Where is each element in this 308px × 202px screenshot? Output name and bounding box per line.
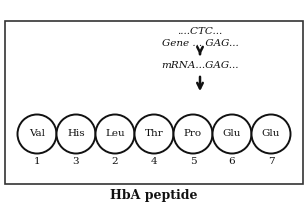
- Bar: [5, 21, 303, 184]
- Text: mRNA...GAG...: mRNA...GAG...: [161, 61, 239, 70]
- Text: 1: 1: [34, 157, 40, 166]
- Text: 7: 7: [268, 157, 274, 166]
- Text: 6: 6: [229, 157, 235, 166]
- Text: Gene ... GAG...: Gene ... GAG...: [162, 40, 238, 48]
- Circle shape: [95, 115, 135, 154]
- Circle shape: [18, 115, 56, 154]
- Text: Thr: Thr: [145, 129, 163, 139]
- Text: 2: 2: [112, 157, 118, 166]
- Text: Glu: Glu: [262, 129, 280, 139]
- Circle shape: [213, 115, 252, 154]
- Circle shape: [135, 115, 173, 154]
- Text: 3: 3: [73, 157, 79, 166]
- Text: Pro: Pro: [184, 129, 202, 139]
- Text: 5: 5: [190, 157, 196, 166]
- Text: Val: Val: [29, 129, 45, 139]
- Text: Leu: Leu: [105, 129, 125, 139]
- Text: Glu: Glu: [223, 129, 241, 139]
- Text: His: His: [67, 129, 85, 139]
- Text: HbA peptide: HbA peptide: [110, 188, 198, 202]
- Circle shape: [252, 115, 290, 154]
- Circle shape: [56, 115, 95, 154]
- Circle shape: [173, 115, 213, 154]
- Text: ....CTC...: ....CTC...: [177, 27, 223, 37]
- Text: 4: 4: [151, 157, 157, 166]
